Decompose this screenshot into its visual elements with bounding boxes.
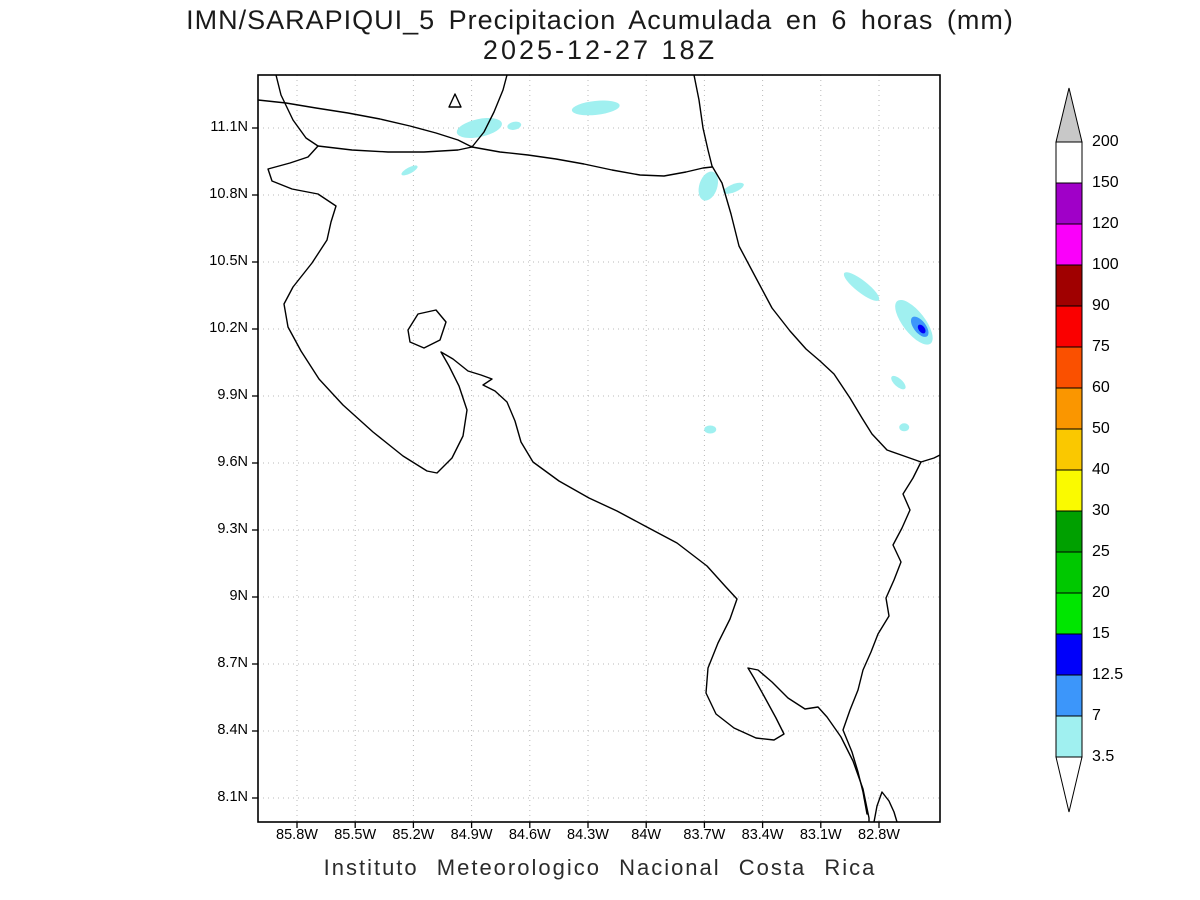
precip-cell: [891, 375, 906, 390]
colorbar-segment: [1055, 551, 1083, 594]
colorbar-segment: [1055, 633, 1083, 676]
coastline-path: [873, 791, 898, 822]
colorbar-tick-label: 7: [1092, 707, 1101, 724]
x-tick-label: 84.3W: [567, 827, 609, 843]
colorbar-tick-label: 50: [1092, 420, 1110, 437]
coastline-path: [693, 75, 940, 463]
x-tick-label: 85.8W: [276, 827, 318, 843]
coastline-path: [258, 75, 508, 148]
x-tick-label: 82.8W: [858, 827, 900, 843]
y-tick-label: 8.1N: [217, 789, 248, 805]
y-tick-label: 10.2N: [209, 320, 248, 336]
island-path: [448, 93, 462, 108]
colorbar-segment: [1055, 674, 1083, 717]
border-path: [317, 145, 713, 177]
colorbar-segment: [1055, 182, 1083, 225]
colorbar-tick-label: 15: [1092, 625, 1110, 642]
colorbar-tick-label: 200: [1092, 133, 1119, 150]
plot-frame: [257, 74, 941, 823]
colorbar-tick-label: 150: [1092, 174, 1119, 191]
colorbar-segment: [1055, 510, 1083, 553]
colorbar-above-max: [1055, 87, 1083, 143]
coastline-path: [267, 75, 870, 822]
x-tick-label: 85.2W: [392, 827, 435, 843]
y-tick-label: 9.9N: [217, 387, 248, 403]
chart-title: IMN/SARAPIQUI_5 Precipitacion Acumulada …: [186, 5, 1014, 35]
y-tick-label: 9N: [229, 588, 248, 604]
y-tick-label: 8.4N: [217, 722, 248, 738]
precip-cell: [456, 117, 502, 139]
colorbar-tick-label: 100: [1092, 256, 1119, 273]
y-tick-label: 8.7N: [217, 655, 248, 671]
colorbar-tick-label: 60: [1092, 379, 1110, 396]
y-tick-label: 11.1N: [210, 119, 248, 135]
y-tick-label: 10.5N: [209, 253, 248, 269]
border-path: [842, 461, 922, 815]
chart-subtitle: 2025-12-27 18Z: [482, 35, 718, 65]
y-tick-label: 9.3N: [217, 521, 248, 537]
colorbar-segment: [1055, 469, 1083, 512]
footer-caption: Instituto Meteorologico Nacional Costa R…: [323, 855, 877, 880]
colorbar-segment: [1055, 715, 1083, 758]
colorbar-segment: [1055, 141, 1083, 184]
colorbar-tick-label: 40: [1092, 461, 1110, 478]
precip-cell: [571, 100, 620, 116]
precip-cell: [723, 182, 744, 194]
colorbar-tick-label: 90: [1092, 297, 1110, 314]
y-tick-label: 10.8N: [209, 186, 248, 202]
colorbar-tick-label: 120: [1092, 215, 1119, 232]
colorbar-segment: [1055, 428, 1083, 471]
colorbar-tick-label: 25: [1092, 543, 1110, 560]
x-tick-label: 83.7W: [683, 827, 726, 843]
colorbar-segment: [1055, 592, 1083, 635]
colorbar-tick-label: 30: [1092, 502, 1110, 519]
island-path: [407, 309, 447, 349]
colorbar-below-min: [1055, 756, 1083, 813]
precip-cell: [899, 423, 910, 432]
colorbar-tick-label: 75: [1092, 338, 1110, 355]
colorbar-tick-label: 20: [1092, 584, 1110, 601]
precip-cell: [401, 165, 418, 176]
x-tick-label: 85.5W: [334, 827, 377, 843]
colorbar: [1055, 87, 1083, 813]
colorbar-segment: [1055, 346, 1083, 389]
colorbar-segment: [1055, 305, 1083, 348]
x-tick-label: 83.4W: [741, 827, 784, 843]
precip-cell: [843, 272, 880, 301]
x-tick-label: 84.9W: [450, 827, 493, 843]
precip-cell: [698, 171, 719, 201]
y-tick-label: 9.6N: [217, 454, 248, 470]
precip-cell: [917, 324, 926, 334]
x-tick-label: 84W: [631, 827, 662, 843]
colorbar-segment: [1055, 387, 1083, 430]
precip-cell: [507, 121, 522, 130]
map-layer: [258, 75, 940, 822]
colorbar-segment: [1055, 223, 1083, 266]
gridlines: [252, 75, 940, 828]
x-tick-label: 84.6W: [508, 827, 551, 843]
colorbar-tick-label: 3.5: [1092, 748, 1115, 765]
colorbar-tick-label: 12.5: [1092, 666, 1124, 683]
x-tick-label: 83.1W: [799, 827, 842, 843]
precip-cell: [704, 425, 717, 434]
colorbar-segment: [1055, 264, 1083, 307]
